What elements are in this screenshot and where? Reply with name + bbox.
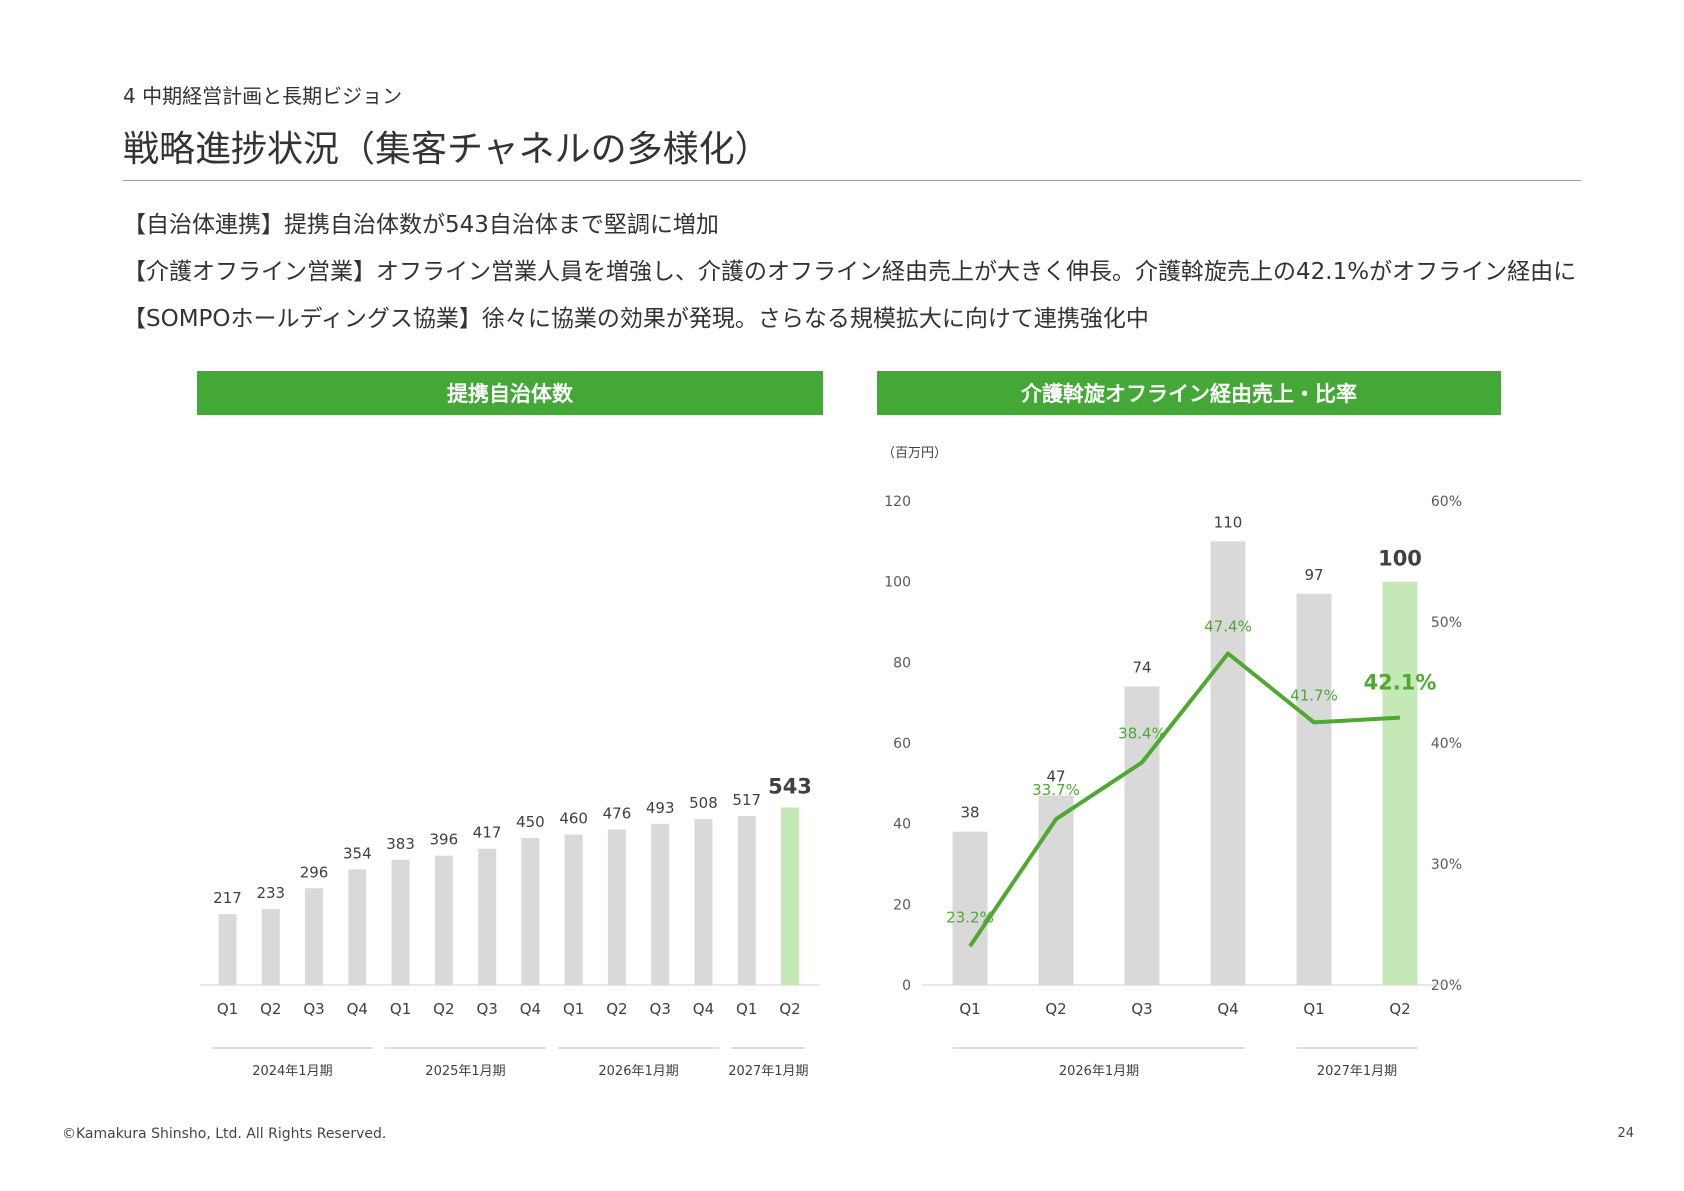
chart1-tick-label: Q4 bbox=[347, 1000, 368, 1018]
chart1-bar bbox=[737, 816, 756, 985]
chart1-tick-label: Q1 bbox=[390, 1000, 411, 1018]
chart1-tick-label: Q2 bbox=[606, 1000, 627, 1018]
bullet-municipal-partnership: 【自治体連携】提携自治体数が543自治体まで堅調に増加 bbox=[123, 212, 719, 238]
chart2-data-label: 97 bbox=[1304, 566, 1323, 584]
chart2-ratio-label: 42.1% bbox=[1364, 671, 1437, 695]
chart2-y2-tick: 20% bbox=[1431, 978, 1462, 994]
chart2-data-label: 74 bbox=[1132, 659, 1151, 677]
chart1-bar bbox=[218, 914, 237, 985]
chart1-data-label: 493 bbox=[646, 799, 675, 817]
chart2-y2-tick: 50% bbox=[1431, 615, 1462, 631]
chart1-data-label: 354 bbox=[343, 844, 372, 862]
chart1-data-label: 233 bbox=[256, 884, 285, 902]
chart1-tick-label: Q2 bbox=[779, 1000, 800, 1018]
chart1-tick-label: Q2 bbox=[433, 1000, 454, 1018]
chart1-bar bbox=[651, 823, 670, 985]
footer-copyright: ©Kamakura Shinsho, Ltd. All Rights Reser… bbox=[62, 1126, 387, 1142]
chart1-tick-label: Q1 bbox=[736, 1000, 757, 1018]
chart2-bar bbox=[952, 831, 988, 985]
chart2-y-tick: 0 bbox=[902, 978, 911, 994]
chart1-tick-label: Q1 bbox=[563, 1000, 584, 1018]
chart1-bar bbox=[261, 908, 280, 985]
chart1-bar bbox=[478, 848, 497, 985]
chart2-tick-label: Q2 bbox=[1389, 1000, 1410, 1018]
chart1-data-label: 543 bbox=[768, 775, 812, 799]
chart2-data-label: 100 bbox=[1378, 547, 1422, 571]
chart1-tick-label: Q2 bbox=[260, 1000, 281, 1018]
chart1-group-label: 2026年1月期 bbox=[598, 1064, 678, 1079]
chart2-tick-label: Q1 bbox=[959, 1000, 980, 1018]
chart1-data-label: 217 bbox=[213, 889, 242, 907]
bullet-offline-sales: 【介護オフライン営業】オフライン営業人員を増強し、介護のオフライン経由売上が大き… bbox=[123, 259, 1577, 285]
chart1-data-label: 396 bbox=[430, 831, 459, 849]
chart2-group-label: 2027年1月期 bbox=[1317, 1064, 1397, 1079]
chart1-tick-label: Q3 bbox=[476, 1000, 497, 1018]
chart2-ratio-label: 47.4% bbox=[1204, 617, 1252, 635]
chart2-tick-label: Q3 bbox=[1131, 1000, 1152, 1018]
chart2-ratio-label: 23.2% bbox=[946, 908, 994, 926]
chart1-header: 提携自治体数 bbox=[197, 371, 823, 415]
chart1-bar bbox=[348, 869, 367, 985]
bullet-sompo-collaboration: 【SOMPOホールディングス協業】徐々に協業の効果が発現。さらなる規模拡大に向け… bbox=[123, 306, 1149, 332]
chart1-tick-label: Q3 bbox=[650, 1000, 671, 1018]
chart1-data-label: 460 bbox=[559, 810, 588, 828]
chart1-tick-label: Q1 bbox=[217, 1000, 238, 1018]
chart2-tick-label: Q1 bbox=[1303, 1000, 1324, 1018]
chart2-ratio-label: 41.7% bbox=[1290, 686, 1338, 704]
chart2-y2-tick: 40% bbox=[1431, 736, 1462, 752]
offline-sales-combo-chart: （百万円） 0 20 40 60 80 100 120 20% 30% 40% 50% 60% 38 Q1 4… bbox=[882, 446, 1462, 1079]
chart1-bar bbox=[564, 834, 583, 985]
chart1-tick-label: Q3 bbox=[303, 1000, 324, 1018]
chart1-bar bbox=[305, 888, 324, 985]
municipality-bar-chart: 217 Q1 233 Q2 296 Q3 354 Q4 383 Q1 396 Q2 417 Q3 450 Q4… bbox=[200, 775, 820, 1079]
chart2-y-tick: 60 bbox=[893, 736, 911, 752]
chart2-data-label: 110 bbox=[1214, 513, 1243, 531]
chart1-bar bbox=[391, 859, 410, 985]
chart2-y2-tick: 30% bbox=[1431, 857, 1462, 873]
chart1-bar bbox=[434, 855, 453, 985]
chart1-group-label: 2025年1月期 bbox=[425, 1064, 505, 1079]
chart2-y-tick: 20 bbox=[893, 897, 911, 913]
chart1-tick-label: Q4 bbox=[693, 1000, 714, 1018]
chart2-ratio-line bbox=[968, 651, 1401, 948]
chart2-y-tick: 100 bbox=[884, 575, 911, 591]
section-label: 4 中期経営計画と長期ビジョン bbox=[123, 84, 403, 108]
chart2-ratio-label: 33.7% bbox=[1032, 781, 1080, 799]
chart1-tick-label: Q4 bbox=[520, 1000, 541, 1018]
title-divider bbox=[123, 180, 1581, 181]
chart1-data-label: 296 bbox=[300, 863, 329, 881]
chart2-unit-label: （百万円） bbox=[882, 446, 947, 461]
chart2-ratio-label: 38.4% bbox=[1118, 724, 1166, 742]
chart2-bar bbox=[1124, 686, 1160, 985]
page-title: 戦略進捗状況（集客チャネルの多様化） bbox=[123, 129, 771, 170]
chart2-group-label: 2026年1月期 bbox=[1059, 1064, 1139, 1079]
chart2-data-label: 38 bbox=[960, 804, 979, 822]
chart1-data-label: 383 bbox=[386, 835, 415, 853]
chart1-data-label: 517 bbox=[732, 791, 761, 809]
chart2-tick-label: Q2 bbox=[1045, 1000, 1066, 1018]
chart1-bar bbox=[781, 807, 800, 985]
chart2-bar bbox=[1296, 593, 1332, 985]
chart1-data-label: 417 bbox=[473, 824, 502, 842]
page-number: 24 bbox=[1617, 1126, 1634, 1141]
chart1-data-label: 450 bbox=[516, 813, 545, 831]
chart1-group-label: 2024年1月期 bbox=[252, 1064, 332, 1079]
chart2-y-tick: 80 bbox=[893, 655, 911, 671]
chart2-bar bbox=[1382, 581, 1418, 985]
chart2-tick-label: Q4 bbox=[1217, 1000, 1238, 1018]
chart2-bar bbox=[1210, 541, 1246, 985]
chart2-data-label: 47 bbox=[1046, 767, 1065, 785]
chart2-header: 介護斡旋オフライン経由売上・比率 bbox=[877, 371, 1501, 415]
chart1-group-label: 2027年1月期 bbox=[728, 1064, 808, 1079]
chart2-bar bbox=[1038, 795, 1074, 985]
chart1-bar bbox=[521, 837, 540, 985]
chart1-bar bbox=[607, 829, 626, 985]
chart2-y-tick: 40 bbox=[893, 817, 911, 833]
chart2-y-tick: 120 bbox=[884, 494, 911, 510]
chart2-y2-tick: 60% bbox=[1431, 494, 1462, 510]
chart1-bar bbox=[694, 818, 713, 985]
chart1-data-label: 508 bbox=[689, 794, 718, 812]
chart1-data-label: 476 bbox=[603, 804, 632, 822]
